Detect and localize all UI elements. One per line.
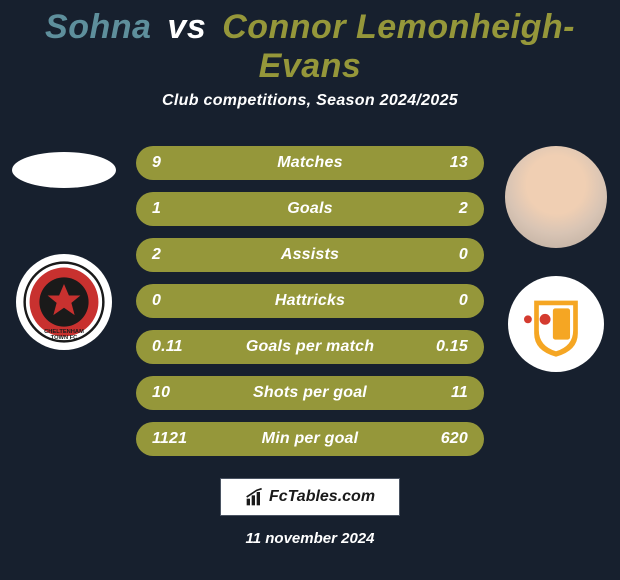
page-title: Sohna vs Connor Lemonheigh-Evans xyxy=(0,8,620,86)
stat-row: 0.11 Goals per match 0.15 xyxy=(136,330,484,364)
stat-left-value: 9 xyxy=(152,154,212,172)
stat-row: 10 Shots per goal 11 xyxy=(136,376,484,410)
player2-avatar-icon xyxy=(505,146,607,248)
stat-right-value: 0.15 xyxy=(408,338,468,356)
stat-right-value: 2 xyxy=(408,200,468,218)
main-content: CHELTENHAM TOWN FC 9 Matches 13 1 Goals … xyxy=(0,146,620,456)
player1-name: Sohna xyxy=(45,8,151,46)
left-column: CHELTENHAM TOWN FC xyxy=(10,146,118,350)
vs-text: vs xyxy=(167,8,206,46)
stat-row: 9 Matches 13 xyxy=(136,146,484,180)
stat-row: 1 Goals 2 xyxy=(136,192,484,226)
stat-label: Assists xyxy=(212,246,408,264)
stat-left-value: 0.11 xyxy=(152,338,212,356)
stat-label: Min per goal xyxy=(212,430,408,448)
club2-badge-icon xyxy=(508,276,604,372)
stat-row: 1121 Min per goal 620 xyxy=(136,422,484,456)
stat-right-value: 13 xyxy=(408,154,468,172)
stat-row: 0 Hattricks 0 xyxy=(136,284,484,318)
stat-right-value: 0 xyxy=(408,292,468,310)
stat-left-value: 10 xyxy=(152,384,212,402)
date-text: 11 november 2024 xyxy=(0,530,620,547)
stat-label: Goals xyxy=(212,200,408,218)
svg-text:TOWN FC: TOWN FC xyxy=(51,335,78,341)
stat-label: Matches xyxy=(212,154,408,172)
club1-badge-icon: CHELTENHAM TOWN FC xyxy=(16,254,112,350)
stat-right-value: 0 xyxy=(408,246,468,264)
player1-avatar-icon xyxy=(12,152,116,188)
stat-left-value: 1121 xyxy=(152,430,212,448)
stat-label: Shots per goal xyxy=(212,384,408,402)
stat-row: 2 Assists 0 xyxy=(136,238,484,272)
stat-label: Goals per match xyxy=(212,338,408,356)
chart-icon xyxy=(245,487,265,507)
stat-label: Hattricks xyxy=(212,292,408,310)
subtitle: Club competitions, Season 2024/2025 xyxy=(0,92,620,110)
brand-logo[interactable]: FcTables.com xyxy=(220,478,400,516)
stat-right-value: 11 xyxy=(408,384,468,402)
brand-text: FcTables.com xyxy=(269,488,375,506)
stat-left-value: 0 xyxy=(152,292,212,310)
stats-table: 9 Matches 13 1 Goals 2 2 Assists 0 0 Hat… xyxy=(136,146,484,456)
stat-left-value: 2 xyxy=(152,246,212,264)
player2-name: Connor Lemonheigh-Evans xyxy=(222,8,575,85)
stat-left-value: 1 xyxy=(152,200,212,218)
comparison-card: Sohna vs Connor Lemonheigh-Evans Club co… xyxy=(0,0,620,580)
right-column xyxy=(502,146,610,372)
stat-right-value: 620 xyxy=(408,430,468,448)
